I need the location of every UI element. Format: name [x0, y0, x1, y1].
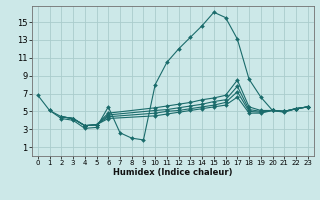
X-axis label: Humidex (Indice chaleur): Humidex (Indice chaleur) — [113, 168, 233, 177]
